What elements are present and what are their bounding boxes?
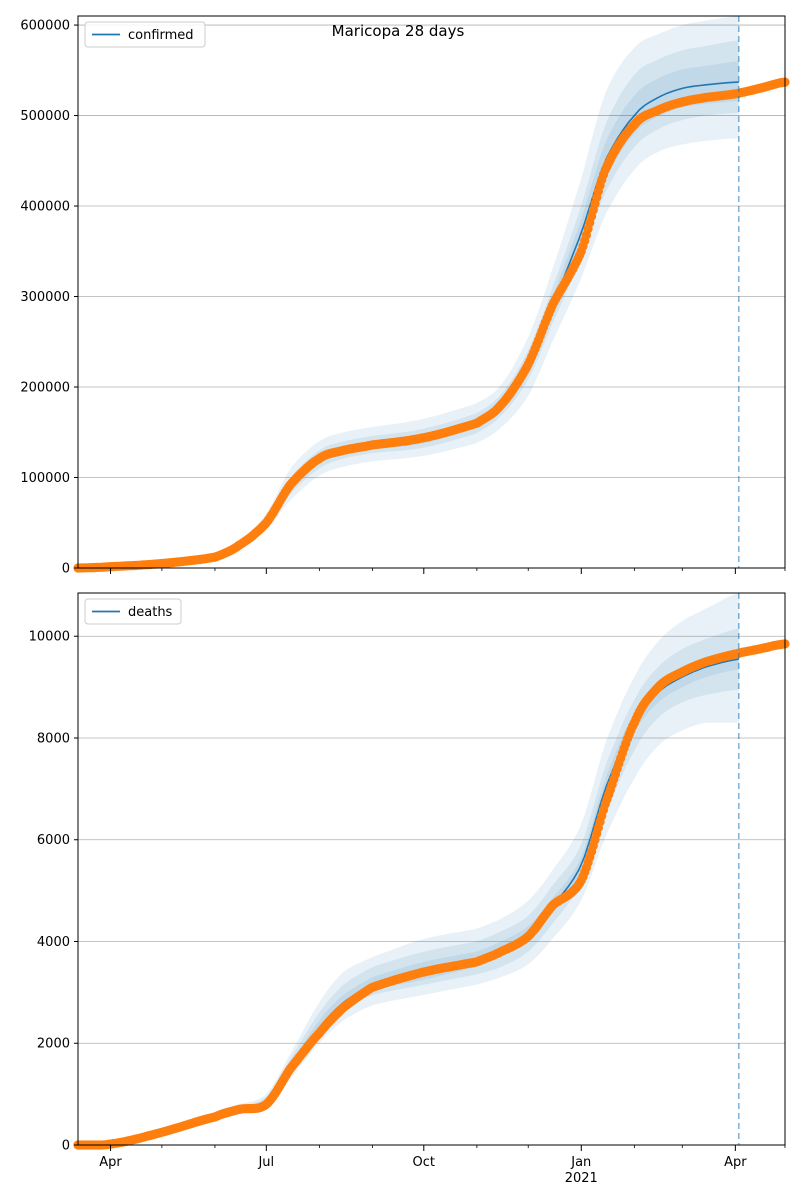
y-tick-label: 4000 [37,935,70,950]
observed-points [73,639,790,1150]
legend: confirmed [84,21,206,48]
axes-frame [77,592,786,1146]
x-tick-label: Apr [99,1155,122,1170]
y-tick-label: 600000 [20,19,70,34]
legend: deaths [84,598,182,625]
y-tick-label: 200000 [20,381,70,396]
legend-label: confirmed [128,28,194,43]
legend-box [84,598,182,625]
y-tick-label: 500000 [20,109,70,124]
x-tick-label: Oct [413,1155,435,1170]
y-tick-label: 0 [62,562,70,577]
y-tick-label: 10000 [29,630,70,645]
y-tick-label: 0 [62,1139,70,1154]
legend-label: deaths [128,605,173,620]
figure-title: Maricopa 28 days [332,22,465,40]
y-tick-label: 8000 [37,731,70,746]
x-tick-label: Apr [724,1155,747,1170]
x-tick-label: Jan [570,1155,591,1170]
deaths-panel: 0 2000 4000 6000 8000 10000 Apr Jul Oct Jan Apr 202… [29,592,790,1186]
y-tick-label: 400000 [20,200,70,215]
uncertainty-band [78,40,739,568]
y-tick-label: 100000 [20,471,70,486]
y-tick-label: 300000 [20,290,70,305]
x-tick-label: Jul [257,1155,274,1170]
confirmed-panel: 0 100000 200000 300000 400000 500000 600000 con… [20,15,790,577]
x-year-label: 2021 [565,1171,598,1186]
y-tick-label: 2000 [37,1037,70,1052]
uncertainty-band [78,16,739,568]
uncertainty-band [78,593,739,1145]
axes-frame [77,15,786,569]
legend-box [84,21,206,48]
y-tick-label: 6000 [37,833,70,848]
